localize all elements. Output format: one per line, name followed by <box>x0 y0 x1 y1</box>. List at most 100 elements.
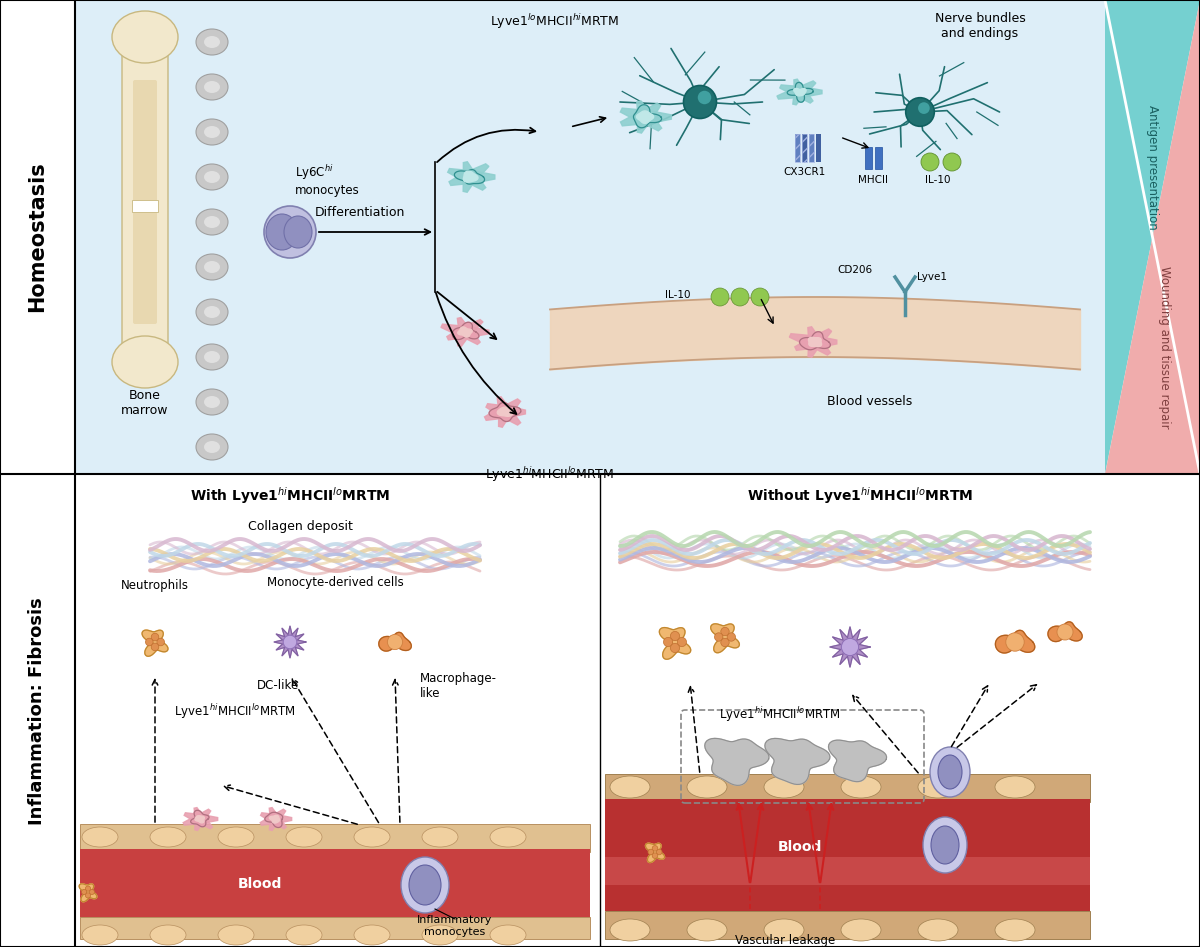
Ellipse shape <box>218 925 254 945</box>
Bar <box>802 134 808 162</box>
Polygon shape <box>637 101 652 118</box>
Text: Vascular leakage: Vascular leakage <box>734 934 835 947</box>
Ellipse shape <box>931 826 959 864</box>
Polygon shape <box>269 808 280 820</box>
Text: Differentiation: Differentiation <box>314 206 406 219</box>
Bar <box>605 799 1090 859</box>
Polygon shape <box>464 164 488 181</box>
Polygon shape <box>275 814 292 824</box>
Polygon shape <box>794 80 805 94</box>
Ellipse shape <box>354 925 390 945</box>
Ellipse shape <box>995 919 1034 941</box>
Circle shape <box>731 288 749 306</box>
Polygon shape <box>440 324 468 337</box>
Circle shape <box>918 102 930 114</box>
Circle shape <box>151 634 158 641</box>
Polygon shape <box>793 91 805 105</box>
Bar <box>80 849 590 919</box>
Polygon shape <box>197 809 211 822</box>
Polygon shape <box>800 86 822 98</box>
Ellipse shape <box>918 919 958 941</box>
Polygon shape <box>497 407 512 417</box>
Bar <box>605 911 1090 939</box>
Polygon shape <box>271 809 286 822</box>
Bar <box>809 134 814 162</box>
Text: Neutrophils: Neutrophils <box>121 579 190 592</box>
Polygon shape <box>828 741 887 781</box>
Polygon shape <box>794 336 817 350</box>
Text: IL-10: IL-10 <box>665 290 690 300</box>
Bar <box>816 134 821 162</box>
Ellipse shape <box>284 216 312 248</box>
Ellipse shape <box>204 171 220 183</box>
Text: IL-10: IL-10 <box>925 175 950 185</box>
Polygon shape <box>704 739 769 785</box>
Circle shape <box>671 643 679 652</box>
Circle shape <box>151 643 158 651</box>
Ellipse shape <box>204 351 220 363</box>
Circle shape <box>264 206 316 258</box>
Ellipse shape <box>204 216 220 228</box>
Text: Ly6C$^{hi}$
monocytes: Ly6C$^{hi}$ monocytes <box>295 163 360 197</box>
Circle shape <box>653 853 658 858</box>
Bar <box>796 134 800 162</box>
Ellipse shape <box>82 925 118 945</box>
Polygon shape <box>200 814 217 824</box>
Polygon shape <box>463 175 476 192</box>
Text: Lyve1$^{lo}$MHCII$^{hi}$MRTM: Lyve1$^{lo}$MHCII$^{hi}$MRTM <box>491 12 619 31</box>
Text: Homeostasis: Homeostasis <box>26 162 47 313</box>
Polygon shape <box>184 813 202 823</box>
Polygon shape <box>996 631 1034 653</box>
FancyBboxPatch shape <box>133 80 157 324</box>
Polygon shape <box>830 627 870 667</box>
Circle shape <box>721 627 730 635</box>
Polygon shape <box>457 331 470 347</box>
Ellipse shape <box>409 865 442 905</box>
Ellipse shape <box>82 827 118 847</box>
Bar <box>875 147 882 169</box>
Circle shape <box>677 637 686 647</box>
Circle shape <box>656 849 662 855</box>
Text: Collagen deposit: Collagen deposit <box>247 520 353 533</box>
Polygon shape <box>640 103 660 121</box>
Polygon shape <box>787 82 814 102</box>
Ellipse shape <box>204 126 220 138</box>
Polygon shape <box>793 88 806 96</box>
Polygon shape <box>796 80 816 96</box>
Text: Lyve1$^{hi}$MHCII$^{lo}$MRTM: Lyve1$^{hi}$MHCII$^{lo}$MRTM <box>174 702 295 721</box>
Circle shape <box>714 633 722 641</box>
Circle shape <box>82 889 86 895</box>
Ellipse shape <box>196 254 228 280</box>
Ellipse shape <box>923 817 967 873</box>
Text: Antigen presentation: Antigen presentation <box>1146 104 1159 229</box>
Ellipse shape <box>150 925 186 945</box>
Polygon shape <box>764 739 830 784</box>
Polygon shape <box>710 624 739 652</box>
Ellipse shape <box>196 434 228 460</box>
Polygon shape <box>810 338 830 355</box>
Bar <box>605 857 1090 887</box>
Polygon shape <box>269 815 280 823</box>
Polygon shape <box>486 403 508 418</box>
Polygon shape <box>457 327 473 337</box>
Ellipse shape <box>686 919 727 941</box>
Text: Inflammation: Fibrosis: Inflammation: Fibrosis <box>28 598 46 825</box>
Polygon shape <box>776 87 803 99</box>
Polygon shape <box>197 816 212 829</box>
Circle shape <box>664 637 673 647</box>
Polygon shape <box>809 337 822 347</box>
Circle shape <box>1057 624 1073 640</box>
Text: Monocyte-derived cells: Monocyte-derived cells <box>266 576 403 589</box>
Text: Bone
marrow: Bone marrow <box>121 389 169 417</box>
Ellipse shape <box>150 827 186 847</box>
Circle shape <box>145 638 154 646</box>
Circle shape <box>684 85 716 118</box>
Circle shape <box>697 91 712 104</box>
Ellipse shape <box>218 827 254 847</box>
Ellipse shape <box>686 776 727 798</box>
Polygon shape <box>448 169 473 183</box>
Circle shape <box>943 153 961 171</box>
Circle shape <box>85 886 91 891</box>
Polygon shape <box>1105 0 1200 474</box>
Ellipse shape <box>196 344 228 370</box>
